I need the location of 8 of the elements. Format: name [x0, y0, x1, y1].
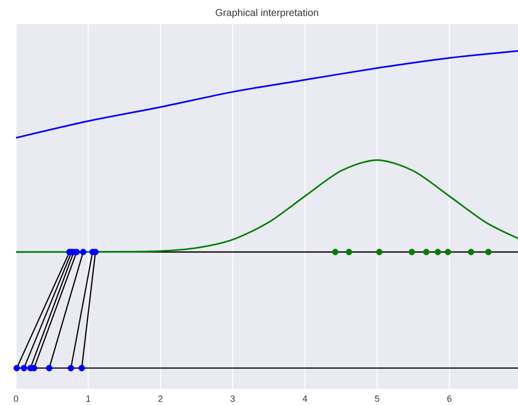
x-tick-label: 5	[375, 396, 380, 402]
x-tick-label: 4	[302, 396, 308, 402]
x-tick-label: 0	[14, 396, 18, 402]
x-tick-label: 2	[158, 396, 163, 402]
x-tick-label: 1	[86, 396, 90, 402]
chart-title: Graphical interpretation	[216, 8, 318, 18]
x-tick-label: 3	[230, 396, 235, 402]
x-tick-label: 6	[447, 396, 452, 402]
